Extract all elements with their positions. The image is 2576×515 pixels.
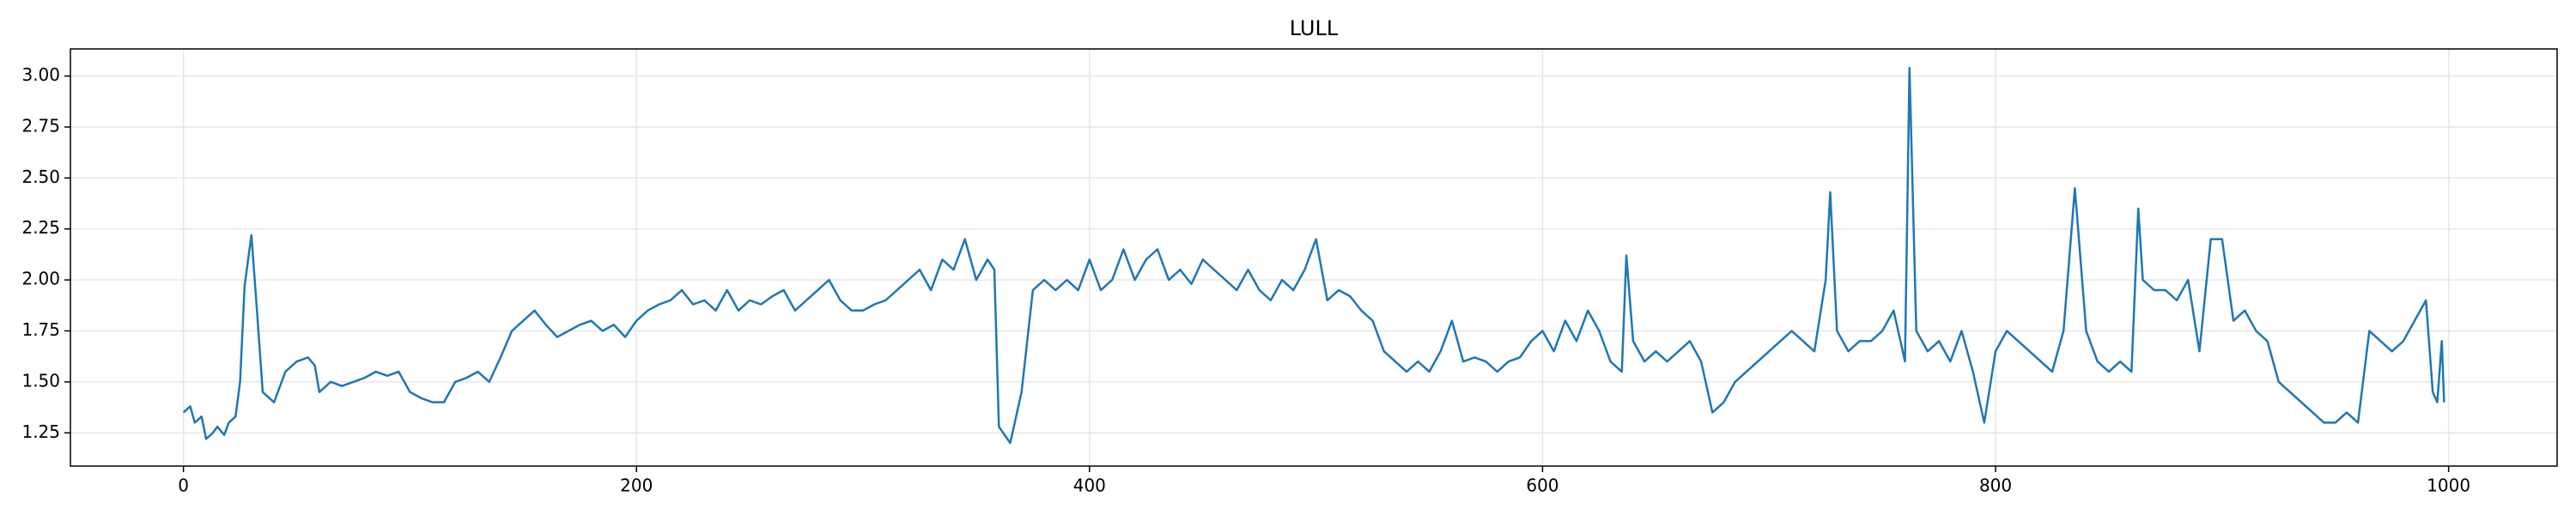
plot-frame (70, 48, 2558, 467)
y-tick-label: 2.00 (21, 269, 60, 289)
x-tick-label: 600 (1526, 476, 1558, 496)
y-tick-label: 1.75 (21, 319, 60, 340)
data-line (182, 66, 2445, 445)
x-tick-label: 400 (1073, 476, 1106, 496)
y-tick-label: 2.25 (21, 217, 60, 238)
chart-title: LULL (1290, 16, 1339, 40)
x-tick-label: 800 (1979, 476, 2012, 496)
y-tick-label: 1.25 (21, 421, 60, 442)
x-tick-label: 1000 (2427, 476, 2470, 496)
x-tick-label: 200 (620, 476, 653, 496)
x-tick-label: 0 (178, 476, 189, 496)
y-tick-label: 3.00 (21, 64, 60, 85)
y-tick-label: 2.50 (21, 167, 60, 187)
y-tick-label: 2.75 (21, 115, 60, 136)
y-tick-label: 1.50 (21, 370, 60, 391)
